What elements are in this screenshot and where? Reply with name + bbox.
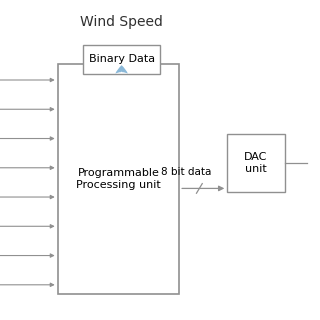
- Bar: [83, 45, 160, 74]
- Bar: [227, 134, 285, 192]
- Text: 8 bit data: 8 bit data: [161, 167, 212, 177]
- Text: DAC
unit: DAC unit: [244, 152, 268, 174]
- Text: Programmable
Processing unit: Programmable Processing unit: [76, 168, 161, 190]
- Text: Wind Speed: Wind Speed: [80, 15, 163, 29]
- Bar: [58, 64, 179, 294]
- Text: Binary Data: Binary Data: [89, 54, 155, 64]
